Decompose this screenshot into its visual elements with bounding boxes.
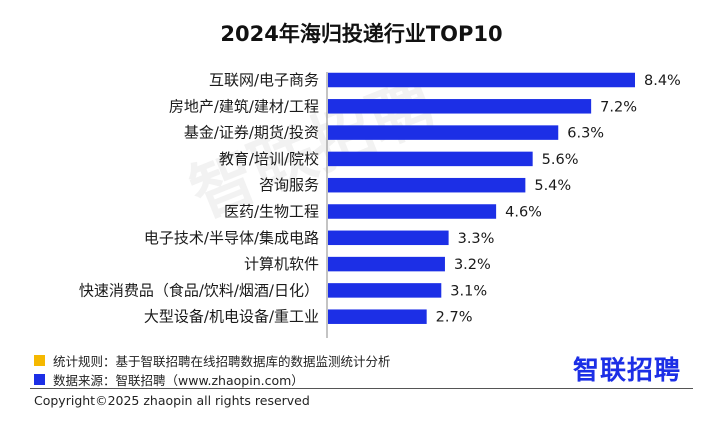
bar-chart: 互联网/电子商务 8.4% 房地产/建筑/建材/工程 7.2% 基金/证券/期货/投资 6… <box>79 71 681 338</box>
bar <box>328 99 592 114</box>
bar <box>328 204 497 219</box>
category-label: 医药/生物工程 <box>224 203 319 221</box>
bar <box>328 309 427 324</box>
category-label: 房地产/建筑/建材/工程 <box>169 97 319 115</box>
rule-swatch <box>34 355 45 366</box>
value-label: 8.4% <box>644 73 681 89</box>
category-label: 电子技术/半导体/集成电路 <box>144 229 319 247</box>
bar <box>328 72 635 88</box>
category-label: 互联网/电子商务 <box>209 71 319 89</box>
chart-title: 2024年海归投递行业TOP10 <box>220 22 503 46</box>
category-label: 大型设备/机电设备/重工业 <box>144 308 319 326</box>
value-label: 5.4% <box>534 178 571 194</box>
category-label: 咨询服务 <box>259 176 319 194</box>
value-label: 5.6% <box>542 152 579 168</box>
value-label: 7.2% <box>600 99 637 115</box>
value-label: 2.7% <box>436 310 473 326</box>
brand-logo: 智联招聘 <box>572 356 681 386</box>
footnote-source: 数据来源：智联招聘（www.zhaopin.com） <box>34 370 304 389</box>
category-label: 基金/证券/期货/投资 <box>184 124 319 142</box>
category-label: 计算机软件 <box>244 255 319 273</box>
bar <box>328 177 526 193</box>
footnote-rule-text: 统计规则：基于智联招聘在线招聘数据库的数据监测统计分析 <box>53 354 391 369</box>
footnote-source-text: 数据来源：智联招聘（www.zhaopin.com） <box>53 373 304 388</box>
copyright-text: Copyright©2025 zhaopin all rights reserv… <box>34 393 310 408</box>
value-label: 3.3% <box>458 231 495 247</box>
footer-divider <box>30 388 693 389</box>
value-label: 6.3% <box>567 126 604 142</box>
value-label: 3.2% <box>454 257 491 273</box>
category-label: 快速消费品（食品/饮料/烟酒/日化） <box>79 281 319 299</box>
bar <box>328 151 533 167</box>
value-label: 3.1% <box>450 283 487 299</box>
source-swatch <box>34 374 45 385</box>
bar <box>328 230 449 246</box>
bar <box>328 125 559 140</box>
bar <box>328 256 445 272</box>
value-label: 4.6% <box>505 205 542 221</box>
bars-group: 互联网/电子商务 8.4% 房地产/建筑/建材/工程 7.2% 基金/证券/期货/投资 6… <box>79 71 681 326</box>
footnote-rule: 统计规则：基于智联招聘在线招聘数据库的数据监测统计分析 <box>34 351 391 370</box>
category-label: 教育/培训/院校 <box>219 150 319 168</box>
bar <box>328 283 442 298</box>
